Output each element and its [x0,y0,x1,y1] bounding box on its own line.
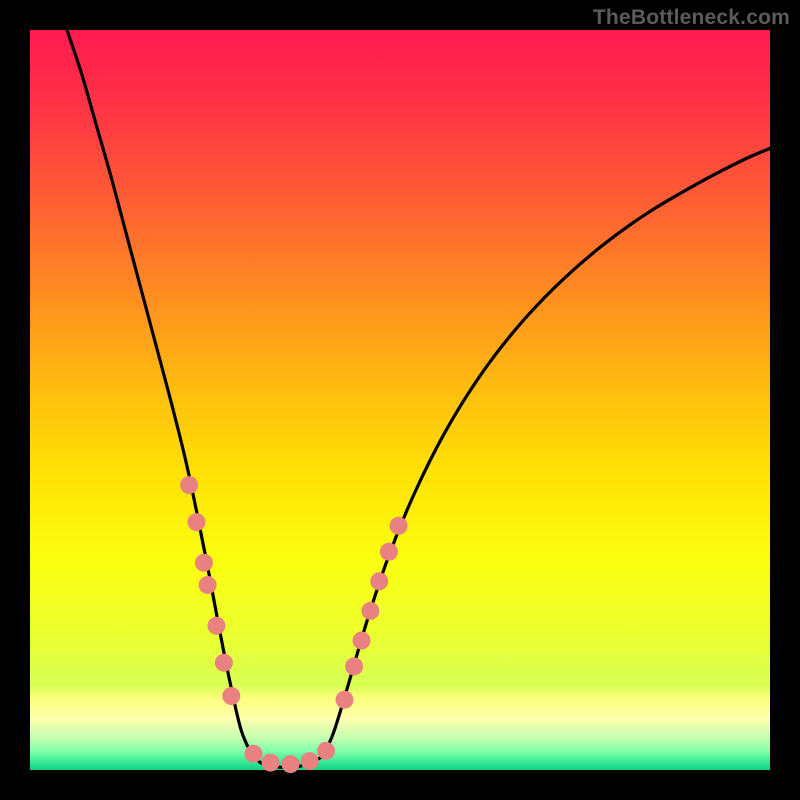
data-marker [317,742,335,760]
data-marker [244,745,262,763]
data-marker [390,517,408,535]
data-marker [222,687,240,705]
data-marker [262,754,280,772]
data-marker [370,572,388,590]
data-marker [215,654,233,672]
data-marker [281,755,299,773]
data-marker [345,657,363,675]
data-marker [301,752,319,770]
data-marker [380,543,398,561]
figure-root: TheBottleneck.com [0,0,800,800]
data-marker [188,513,206,531]
data-marker [207,617,225,635]
data-marker [195,554,213,572]
plot-area [30,30,770,770]
data-marker [180,476,198,494]
data-marker [336,691,354,709]
data-marker [361,602,379,620]
marker-layer [30,30,770,770]
data-marker [353,632,371,650]
watermark-text: TheBottleneck.com [593,6,790,30]
data-marker [199,576,217,594]
